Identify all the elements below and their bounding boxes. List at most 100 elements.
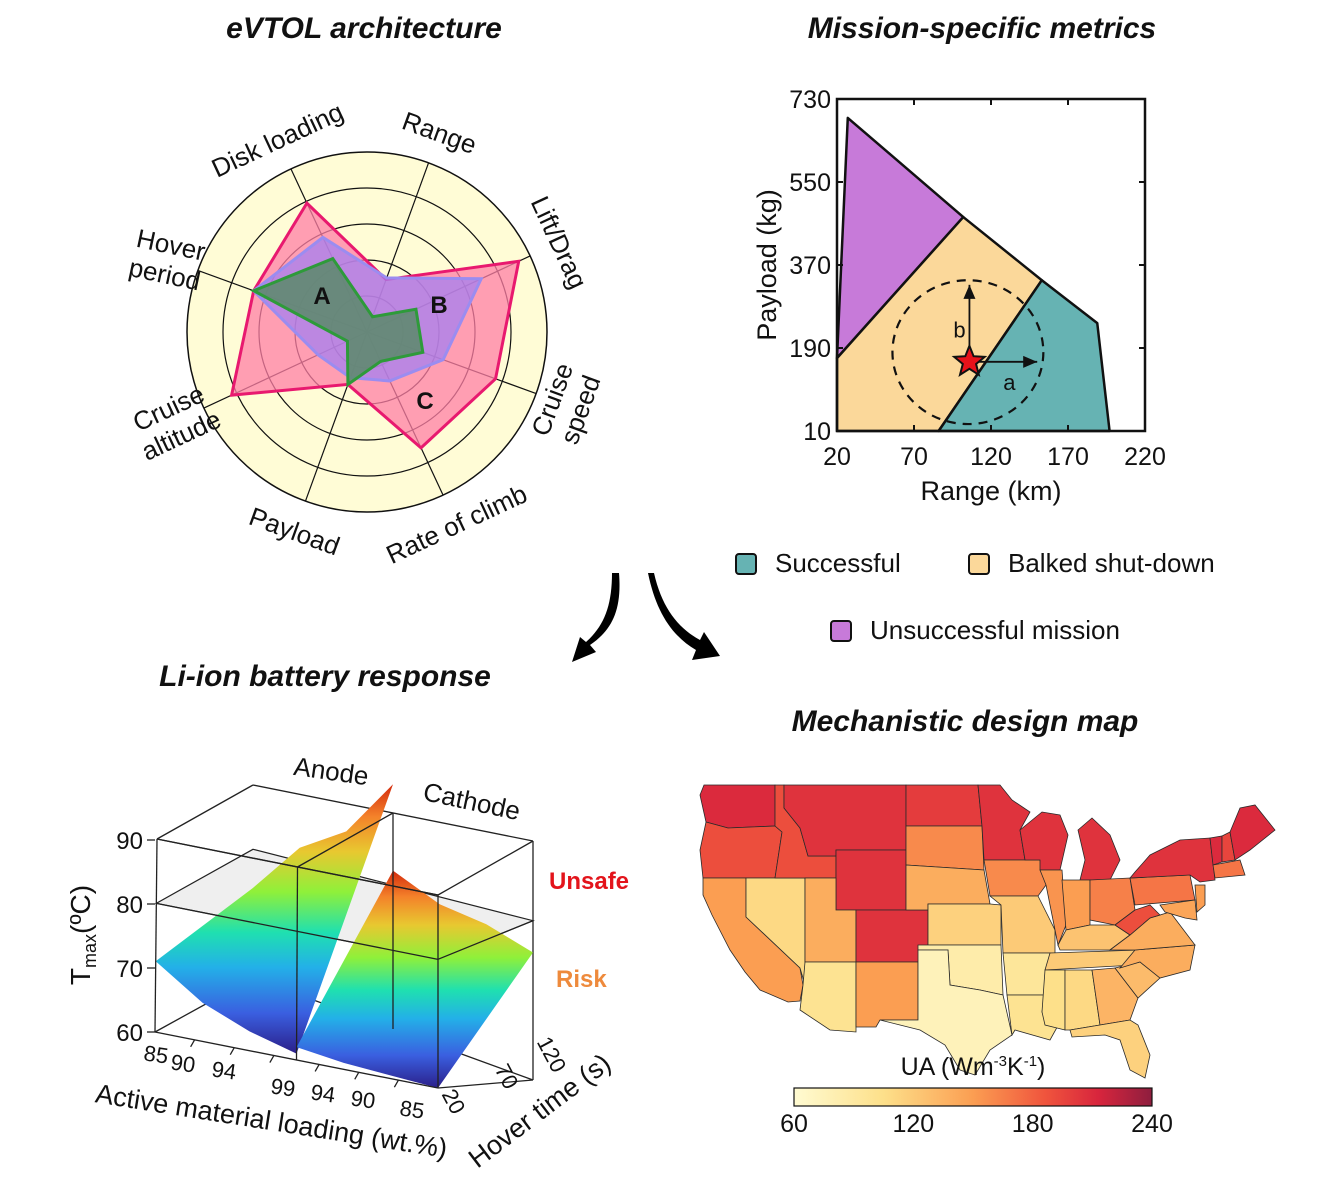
y-tick-label: 550 <box>789 169 831 197</box>
legend-label-successful: Successful <box>775 548 901 578</box>
arrow-b-head <box>963 284 976 299</box>
radar-series-label: B <box>430 292 447 319</box>
y-tick-label: 190 <box>789 335 831 363</box>
surface-cathode <box>296 870 533 1088</box>
box-edge-front <box>295 866 299 1061</box>
colorbar-tick-label: 240 <box>1131 1110 1173 1138</box>
design-point-star-icon <box>951 343 988 378</box>
y-tick-label: 10 <box>803 418 831 446</box>
box-edge-front <box>437 920 534 960</box>
legend-label-balked: Balked shut-down <box>1008 548 1215 578</box>
arrow-label-a: a <box>1003 370 1016 395</box>
y-axis-label: Payload (kg) <box>752 189 782 341</box>
legend-balked: Balked shut-down <box>968 548 1215 579</box>
x-tick-label: 90 <box>169 1049 197 1077</box>
state-fl <box>1069 1019 1151 1079</box>
z-tick-label: 70 <box>116 956 143 983</box>
state-me <box>1229 804 1276 861</box>
state-co <box>855 909 929 963</box>
state-ma <box>1212 859 1246 879</box>
x-tick-label: 220 <box>1124 443 1166 471</box>
surface-anode <box>155 784 393 1054</box>
curved-arrow-left-icon <box>572 573 620 662</box>
legend-label-unsuccessful: Unsuccessful mission <box>870 615 1120 645</box>
state-mn <box>977 784 1031 861</box>
x-tick-label: 170 <box>1047 443 1089 471</box>
legend-swatch-unsuccessful <box>830 619 852 642</box>
x-tick <box>393 1079 399 1088</box>
state-nm <box>855 961 919 1028</box>
z-tick-label: 60 <box>116 1020 143 1047</box>
x-tick <box>314 1064 320 1072</box>
state-ar <box>1002 952 1051 996</box>
radar-series-label: A <box>313 283 330 310</box>
state-sd <box>905 825 985 871</box>
colorbar-tick-label: 60 <box>780 1110 808 1138</box>
arrow-label-b: b <box>953 317 965 342</box>
x-tick <box>269 1055 275 1063</box>
box-edge-front <box>297 812 394 868</box>
legend-swatch-successful <box>735 552 757 575</box>
x-tick-label: 85 <box>398 1095 426 1123</box>
state-ks <box>927 903 1002 946</box>
z-tick-label: 80 <box>116 892 143 919</box>
colorbar-tick-label: 120 <box>892 1110 934 1138</box>
colorbar <box>793 1087 1153 1107</box>
colorbar-tick-label: 180 <box>1012 1110 1054 1138</box>
x-tick-label: 94 <box>210 1056 238 1084</box>
legend-swatch-balked <box>968 552 990 575</box>
x-tick-label: 70 <box>900 443 928 471</box>
x-axis-label: Range (km) <box>920 476 1061 506</box>
colorbar-label: UA (Wm-3K-1) <box>901 1053 1046 1081</box>
state-ga <box>1091 967 1139 1026</box>
state-wy <box>835 849 907 911</box>
state-in <box>1061 879 1091 931</box>
map-title: Mechanistic design map <box>791 705 1139 738</box>
x-tick-label: 85 <box>142 1040 170 1068</box>
state-nj <box>1194 884 1206 913</box>
x-tick <box>190 1039 196 1048</box>
x-tick <box>229 1047 235 1056</box>
battery-title: Li-ion battery response <box>159 660 491 693</box>
z-tick-label: 90 <box>116 828 143 855</box>
arrow-a-head <box>1023 355 1038 368</box>
box-edge <box>156 784 254 840</box>
metrics-title: Mission-specific metrics <box>807 12 1157 45</box>
box-edge <box>437 840 534 896</box>
state-wv <box>1114 904 1161 936</box>
radar-series-A <box>250 256 425 388</box>
box-edge <box>437 1079 534 1089</box>
radar-ring <box>222 187 512 477</box>
state-or <box>699 821 783 879</box>
legend-successful: Successful <box>735 548 901 579</box>
state-mi <box>1077 817 1121 881</box>
architecture-title: eVTOL architecture <box>226 12 502 45</box>
uncertainty-ellipse <box>891 279 1045 426</box>
state-ne <box>905 864 991 911</box>
x-tick-label: 120 <box>970 443 1012 471</box>
y-tick-label: 370 <box>789 252 831 280</box>
x-tick-label: 94 <box>309 1079 337 1107</box>
state-wa <box>699 784 776 829</box>
state-md <box>1159 899 1198 921</box>
state-pa <box>1129 874 1196 906</box>
legend-unsuccessful: Unsuccessful mission <box>830 615 1120 646</box>
state-tx <box>879 949 1013 1076</box>
state-ms <box>1041 969 1066 1031</box>
risk-label: Risk <box>556 966 607 993</box>
curved-arrow-right-icon <box>648 573 720 660</box>
box-edge-front <box>154 838 158 1033</box>
y-tick-label: 730 <box>789 86 831 114</box>
radar-series-label: C <box>416 388 433 415</box>
x-tick <box>354 1071 360 1080</box>
unsafe-label: Unsafe <box>549 868 630 895</box>
x-tick-label: 20 <box>823 443 851 471</box>
x-tick-label: 99 <box>269 1073 297 1101</box>
z-axis-label: Tmax(ºC) <box>65 885 100 985</box>
state-az <box>799 961 857 1033</box>
